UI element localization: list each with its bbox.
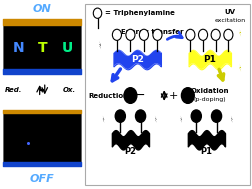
Text: N: N: [13, 41, 24, 55]
Polygon shape: [239, 64, 241, 72]
Circle shape: [126, 29, 135, 40]
Text: UV: UV: [225, 9, 236, 15]
Text: T: T: [38, 41, 48, 55]
Circle shape: [139, 29, 148, 40]
Text: −: −: [135, 89, 145, 102]
Text: P2: P2: [124, 147, 136, 156]
Circle shape: [136, 110, 146, 122]
Text: P2: P2: [131, 55, 144, 64]
Text: = Triphenylamine: = Triphenylamine: [105, 10, 175, 16]
Text: P1: P1: [203, 55, 216, 64]
Circle shape: [199, 29, 208, 40]
Text: ON: ON: [33, 4, 52, 13]
Text: Energy transfer: Energy transfer: [121, 29, 184, 35]
Text: Red.: Red.: [5, 87, 22, 93]
Polygon shape: [155, 116, 157, 123]
Polygon shape: [103, 116, 104, 123]
Text: OFF: OFF: [30, 174, 55, 184]
Polygon shape: [99, 41, 101, 49]
FancyBboxPatch shape: [3, 19, 81, 74]
Text: Reduction: Reduction: [88, 93, 129, 98]
Text: excitation: excitation: [214, 18, 246, 23]
Polygon shape: [231, 116, 233, 123]
Text: (p-doping): (p-doping): [194, 97, 226, 102]
Circle shape: [211, 29, 220, 40]
Text: Oxidation: Oxidation: [191, 88, 229, 94]
Circle shape: [93, 8, 102, 18]
Circle shape: [115, 110, 125, 122]
FancyArrowPatch shape: [112, 69, 120, 81]
Polygon shape: [180, 116, 182, 123]
Polygon shape: [239, 29, 241, 37]
FancyArrowPatch shape: [167, 32, 182, 39]
Circle shape: [181, 88, 194, 103]
Text: +: +: [168, 91, 178, 101]
Circle shape: [191, 110, 201, 122]
Circle shape: [211, 110, 222, 122]
FancyBboxPatch shape: [85, 4, 250, 185]
Text: Ox.: Ox.: [62, 87, 76, 93]
Text: U: U: [62, 41, 73, 55]
Circle shape: [124, 88, 137, 103]
Circle shape: [224, 29, 233, 40]
FancyBboxPatch shape: [3, 110, 81, 166]
Circle shape: [112, 29, 121, 40]
Circle shape: [153, 29, 162, 40]
Text: P1: P1: [200, 147, 212, 156]
Circle shape: [186, 29, 195, 40]
FancyArrowPatch shape: [218, 69, 224, 80]
